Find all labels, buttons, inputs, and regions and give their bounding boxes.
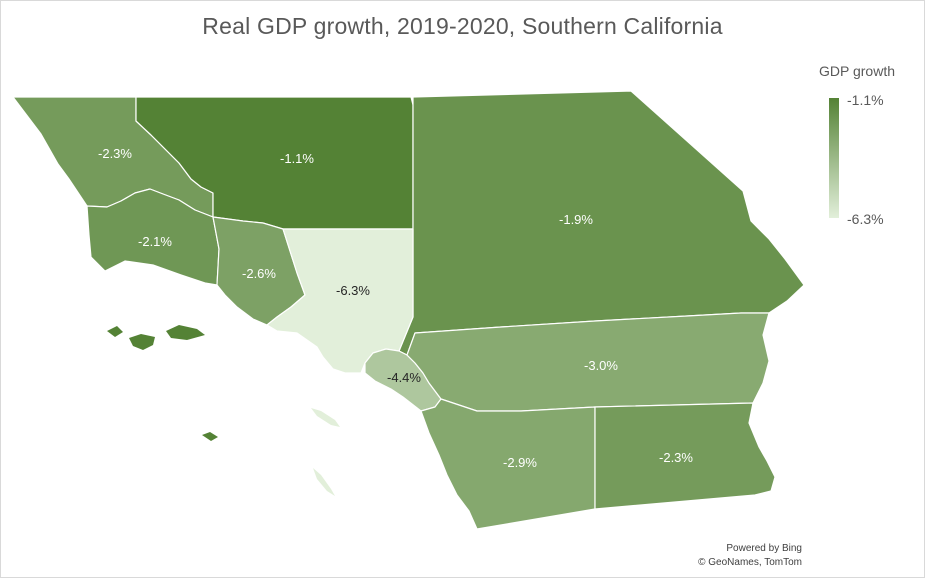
region-label-8: -2.9%: [503, 455, 537, 470]
map-title: Real GDP growth, 2019-2020, Southern Cal…: [202, 13, 723, 39]
island-anacapa: [129, 334, 155, 350]
island-santa-cruz: [166, 325, 205, 340]
region-9[interactable]: [594, 402, 776, 510]
island-san-clemente: [313, 468, 335, 496]
region-label-1: -1.1%: [280, 151, 314, 166]
island-santa-rosa: [107, 326, 123, 337]
region-label-7: -3.0%: [584, 358, 618, 373]
region-label-2: -1.9%: [559, 212, 593, 227]
attribution-powered-by: Powered by Bing: [726, 543, 802, 554]
region-label-3: -2.1%: [138, 234, 172, 249]
island-san-nicolas: [202, 432, 218, 441]
region-label-6: -4.4%: [387, 370, 421, 385]
region-label-0: -2.3%: [98, 146, 132, 161]
legend-max-label: -1.1%: [847, 92, 884, 108]
region-label-5: -6.3%: [336, 283, 370, 298]
island-santa-catalina: [311, 408, 340, 427]
region-label-9: -2.3%: [659, 450, 693, 465]
region-label-4: -2.6%: [242, 266, 276, 281]
legend-color-scale: [829, 98, 839, 218]
legend-title: GDP growth: [819, 63, 895, 79]
attribution-sources: © GeoNames, TomTom: [698, 557, 802, 568]
legend-min-label: -6.3%: [847, 211, 884, 227]
